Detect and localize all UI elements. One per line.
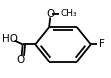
Text: CH₃: CH₃ xyxy=(60,9,77,18)
Text: HO: HO xyxy=(2,34,18,44)
Text: F: F xyxy=(99,39,105,49)
Text: O: O xyxy=(17,55,25,65)
Text: O: O xyxy=(46,9,54,19)
